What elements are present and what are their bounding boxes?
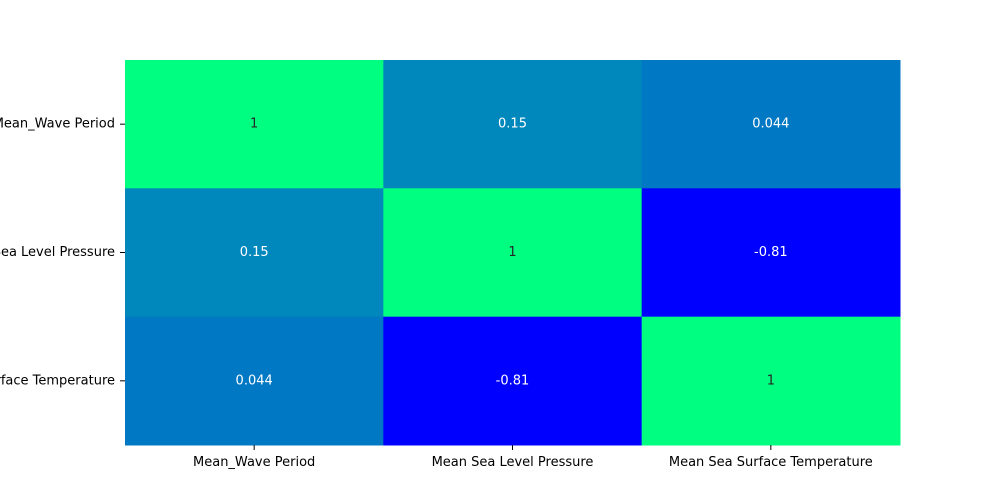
heatmap-cell-label: 0.15 — [498, 117, 527, 132]
heatmap-cell — [383, 316, 643, 446]
heatmap-cell-label: 1 — [767, 373, 775, 388]
heatmap-cell — [641, 316, 901, 446]
x-tick-label: Mean Sea Surface Temperature — [669, 455, 873, 470]
heatmap-cell-labels: 1 0.15 0.044 0.15 1 -0.81 0.044 -0.81 1 — [236, 117, 790, 389]
y-tick-label: Mean Sea Level Pressure — [0, 245, 115, 260]
heatmap-cell-label: 0.044 — [752, 117, 789, 132]
heatmap-cell-label: -0.81 — [754, 245, 788, 260]
heatmap-cell-label: 1 — [508, 245, 516, 260]
heatmap-cell — [641, 188, 901, 318]
y-tick-label: Mean Sea Surface Temperature — [0, 373, 115, 388]
x-axis: Mean_Wave Period Mean Sea Level Pressure M… — [193, 445, 873, 470]
heatmap-cell-label: -0.81 — [496, 373, 530, 388]
y-tick-label: Mean_Wave Period — [0, 117, 115, 132]
heatmap-cell — [383, 60, 643, 189]
heatmap-cell-label: 0.044 — [236, 373, 273, 388]
heatmap-cell — [125, 60, 384, 189]
heatmap-cells — [125, 60, 901, 446]
y-axis: Mean_Wave Period Mean Sea Level Pressure M… — [0, 117, 125, 388]
heatmap-cell — [125, 188, 384, 318]
heatmap-cell-label: 0.15 — [240, 245, 269, 260]
x-tick-label: Mean_Wave Period — [193, 455, 315, 470]
heatmap-cell — [641, 60, 901, 189]
x-tick-label: Mean Sea Level Pressure — [432, 455, 594, 470]
heatmap-cell — [383, 188, 643, 318]
heatmap-cell-label: 1 — [250, 117, 258, 132]
heatmap-cell — [125, 316, 384, 446]
